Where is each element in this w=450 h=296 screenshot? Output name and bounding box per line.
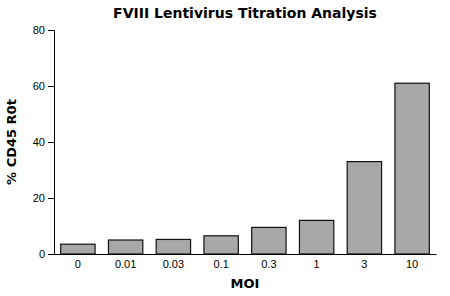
tick-mark: [48, 254, 54, 255]
tick-label: 80: [33, 24, 45, 36]
tick-label: 0.1: [213, 258, 228, 270]
tick-label: 0.01: [115, 258, 136, 270]
bar: [395, 83, 429, 254]
x-axis: 0 0.01 0.03 0.1 0.3 1 3 10: [55, 254, 437, 270]
bar: [204, 236, 238, 254]
tick-label: 1: [314, 258, 320, 270]
tick: 80: [33, 24, 54, 36]
bar: [347, 162, 381, 254]
tick-label: 0: [75, 258, 81, 270]
tick-label: 0: [39, 248, 45, 260]
bar: [252, 227, 286, 254]
tick-label: 60: [33, 80, 45, 92]
tick: 20: [33, 192, 54, 204]
tick-mark: [48, 198, 54, 199]
tick-label: 10: [406, 258, 418, 270]
tick: 0.03: [163, 254, 184, 270]
tick: 0.1: [213, 254, 228, 270]
bars: [61, 83, 430, 254]
tick-mark: [48, 142, 54, 143]
tick-label: 40: [33, 136, 45, 148]
tick: 0.3: [261, 254, 276, 270]
bar: [61, 244, 95, 254]
axis-line: [48, 31, 55, 255]
tick: 1: [314, 254, 320, 270]
chart: 0 0.01 0.03 0.1 0.3 1 3 10 0 20 40 60 80 FVIII Lentiv…: [0, 0, 450, 296]
tick: 0: [39, 248, 54, 260]
tick: 10: [406, 254, 418, 270]
tick-label: 3: [361, 258, 367, 270]
bar: [299, 220, 333, 254]
tick-label: 20: [33, 192, 45, 204]
tick: 3: [361, 254, 367, 270]
plot: 0 0.01 0.03 0.1 0.3 1 3 10 0 20 40 60 80: [33, 24, 437, 270]
title: FVIII Lentivirus Titration Analysis: [113, 5, 377, 21]
tick: 40: [33, 136, 54, 148]
tick: 60: [33, 80, 54, 92]
tick-mark: [48, 86, 54, 87]
tick-mark: [48, 30, 54, 31]
y-axis-title: % CD45 R0t: [4, 99, 19, 185]
bar: [108, 240, 142, 254]
tick-label: 0.03: [163, 258, 184, 270]
tick-label: 0.3: [261, 258, 276, 270]
tick: 0: [75, 254, 81, 270]
x-axis-title: MOI: [231, 276, 260, 291]
bar: [156, 239, 190, 254]
tick: 0.01: [115, 254, 136, 270]
axis-line: [55, 254, 437, 255]
y-axis: 0 20 40 60 80: [33, 24, 55, 260]
